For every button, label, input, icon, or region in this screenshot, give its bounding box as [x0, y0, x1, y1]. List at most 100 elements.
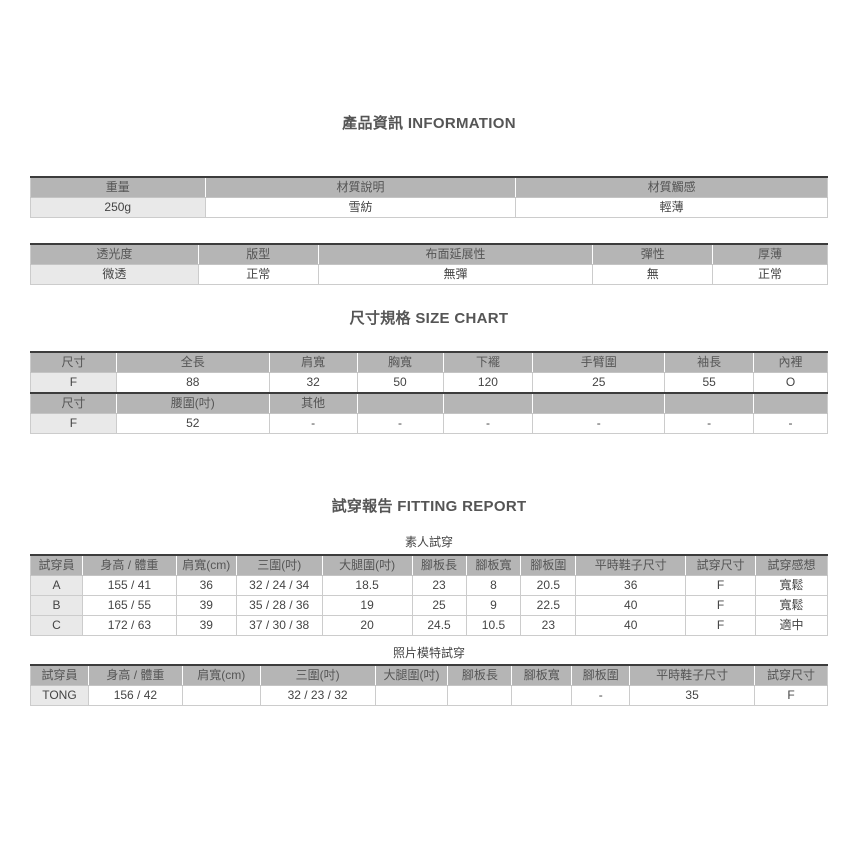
- data-cell: 32: [268, 372, 358, 394]
- header-cell: 下襬: [442, 351, 534, 373]
- data-cell: 156 / 42: [87, 685, 183, 706]
- fabric-info-table: 透光度 版型 布面延展性 彈性 厚薄 微透 正常 無彈無正常: [30, 243, 828, 285]
- data-cell: 20.5: [520, 575, 577, 596]
- data-cell: 微透: [30, 264, 199, 285]
- data-cell: 22.5: [520, 595, 577, 616]
- header-cell: 平時鞋子尺寸: [575, 554, 687, 576]
- size-chart-table-grid: 尺寸 全長 肩寬 胸寬 下襬 手臂圍 袖長 內裡 F 88 32 50 120 25 55 O 尺寸 腰圍(吋) 其…: [30, 351, 828, 434]
- data-cell: A: [30, 575, 83, 596]
- table-header-row: 透光度 版型 布面延展性 彈性 厚薄: [30, 243, 828, 265]
- data-cell: 18.5: [321, 575, 413, 596]
- table-header-row: 尺寸 全長 肩寬 胸寬 下襬 手臂圍 袖長 內裡: [30, 351, 828, 373]
- header-cell: 手臂圍: [532, 351, 666, 373]
- data-cell: 40: [575, 615, 687, 636]
- header-cell: 厚薄: [712, 243, 828, 265]
- data-cell: -: [442, 413, 534, 434]
- data-cell: 39: [175, 595, 237, 616]
- header-cell: 材質觸感: [515, 176, 828, 198]
- header-cell: 袖長: [664, 351, 755, 373]
- header-cell: 尺寸: [30, 392, 117, 414]
- data-cell: 36: [175, 575, 237, 596]
- header-cell: 材質說明: [204, 176, 517, 198]
- data-cell: 24.5: [411, 615, 467, 636]
- data-cell: 50: [356, 372, 444, 394]
- header-cell: 試穿感想: [755, 554, 828, 576]
- data-cell: F: [685, 575, 757, 596]
- data-cell: 9: [465, 595, 522, 616]
- header-cell: 胸寬: [356, 351, 444, 373]
- data-cell: -: [356, 413, 444, 434]
- header-cell: 腳板寬: [465, 554, 522, 576]
- material-info-table: 重量 材質說明 材質觸感 250g 雪紡 輕薄: [30, 176, 828, 218]
- model-fitting-table: 試穿員 身高 / 體重 肩寬(cm) 三圍(吋) 大腿圍(吋) 腳板長 腳板寬 腳板圍 平時鞋子…: [30, 664, 828, 706]
- table-data-row: 微透 正常 無彈無正常: [30, 264, 828, 285]
- data-cell: 19: [321, 595, 413, 616]
- header-cell: [753, 392, 828, 414]
- data-cell: 39: [175, 615, 237, 636]
- data-cell: F: [754, 685, 828, 706]
- fitting-report-title: 試穿報告 FITTING REPORT: [331, 498, 527, 515]
- data-cell: 55: [664, 372, 755, 394]
- data-cell: 35: [629, 685, 755, 706]
- data-cell: 10.5: [465, 615, 522, 636]
- header-cell: 其他: [268, 392, 358, 414]
- header-cell: 身高 / 體重: [87, 664, 183, 686]
- data-cell: 32 / 24 / 34: [235, 575, 323, 596]
- data-cell: -: [664, 413, 755, 434]
- header-cell: 肩寬(cm): [181, 664, 261, 686]
- data-cell: 正常: [712, 264, 828, 285]
- data-cell: -: [571, 685, 631, 706]
- table-header-row: 尺寸 腰圍(吋) 其他: [30, 392, 828, 414]
- data-cell: 35 / 28 / 36: [235, 595, 323, 616]
- header-cell: 版型: [197, 243, 319, 265]
- data-cell: 52: [115, 413, 270, 434]
- header-cell: 全長: [115, 351, 270, 373]
- data-cell: 無彈: [317, 264, 594, 285]
- data-cell: [511, 685, 573, 706]
- data-cell: [374, 685, 449, 706]
- header-cell: 內裡: [753, 351, 828, 373]
- data-cell: 寬鬆: [755, 575, 828, 596]
- data-cell: -: [268, 413, 358, 434]
- data-cell: TONG: [30, 685, 89, 706]
- header-cell: 三圍(吋): [235, 554, 323, 576]
- header-cell: [664, 392, 755, 414]
- data-cell: 雪紡: [204, 197, 517, 218]
- data-cell: 155 / 41: [81, 575, 177, 596]
- data-cell: 32 / 23 / 32: [259, 685, 376, 706]
- data-cell: 20: [321, 615, 413, 636]
- header-cell: 大腿圍(吋): [321, 554, 413, 576]
- data-cell: 無: [592, 264, 714, 285]
- data-cell: 120: [442, 372, 534, 394]
- header-cell: 腳板長: [447, 664, 513, 686]
- data-cell: 40: [575, 595, 687, 616]
- normal-fitting-subtitle: 素人試穿: [404, 535, 453, 549]
- data-cell: -: [532, 413, 666, 434]
- table-header-row: 試穿員 身高 / 體重 肩寬(cm) 三圍(吋) 大腿圍(吋) 腳板長 腳板寬 腳板圍 平時鞋子…: [30, 554, 828, 576]
- data-cell: [181, 685, 261, 706]
- data-cell: F: [685, 595, 757, 616]
- header-cell: 透光度: [30, 243, 199, 265]
- data-cell: 23: [520, 615, 577, 636]
- data-cell: C: [30, 615, 83, 636]
- header-cell: 腳板圍: [571, 664, 631, 686]
- header-cell: [442, 392, 534, 414]
- header-cell: 試穿員: [30, 554, 83, 576]
- size-chart-title: 尺寸規格 SIZE CHART: [349, 310, 509, 327]
- header-cell: 試穿尺寸: [685, 554, 757, 576]
- fabric-info-table-grid: 透光度 版型 布面延展性 彈性 厚薄 微透 正常 無彈無正常: [30, 243, 828, 285]
- material-info-table-grid: 重量 材質說明 材質觸感 250g 雪紡 輕薄: [30, 176, 828, 218]
- header-cell: 腰圍(吋): [115, 392, 270, 414]
- data-cell: 8: [465, 575, 522, 596]
- header-cell: 腳板寬: [511, 664, 573, 686]
- data-cell: O: [753, 372, 828, 394]
- table-header-row: 重量 材質說明 材質觸感: [30, 176, 828, 198]
- header-cell: [356, 392, 444, 414]
- model-fitting-subtitle: 照片模特試穿: [392, 646, 465, 660]
- table-data-row: F 52- - - - - -: [30, 413, 828, 434]
- header-cell: 身高 / 體重: [81, 554, 177, 576]
- data-cell: 23: [411, 575, 467, 596]
- header-cell: 平時鞋子尺寸: [629, 664, 755, 686]
- data-cell: [447, 685, 513, 706]
